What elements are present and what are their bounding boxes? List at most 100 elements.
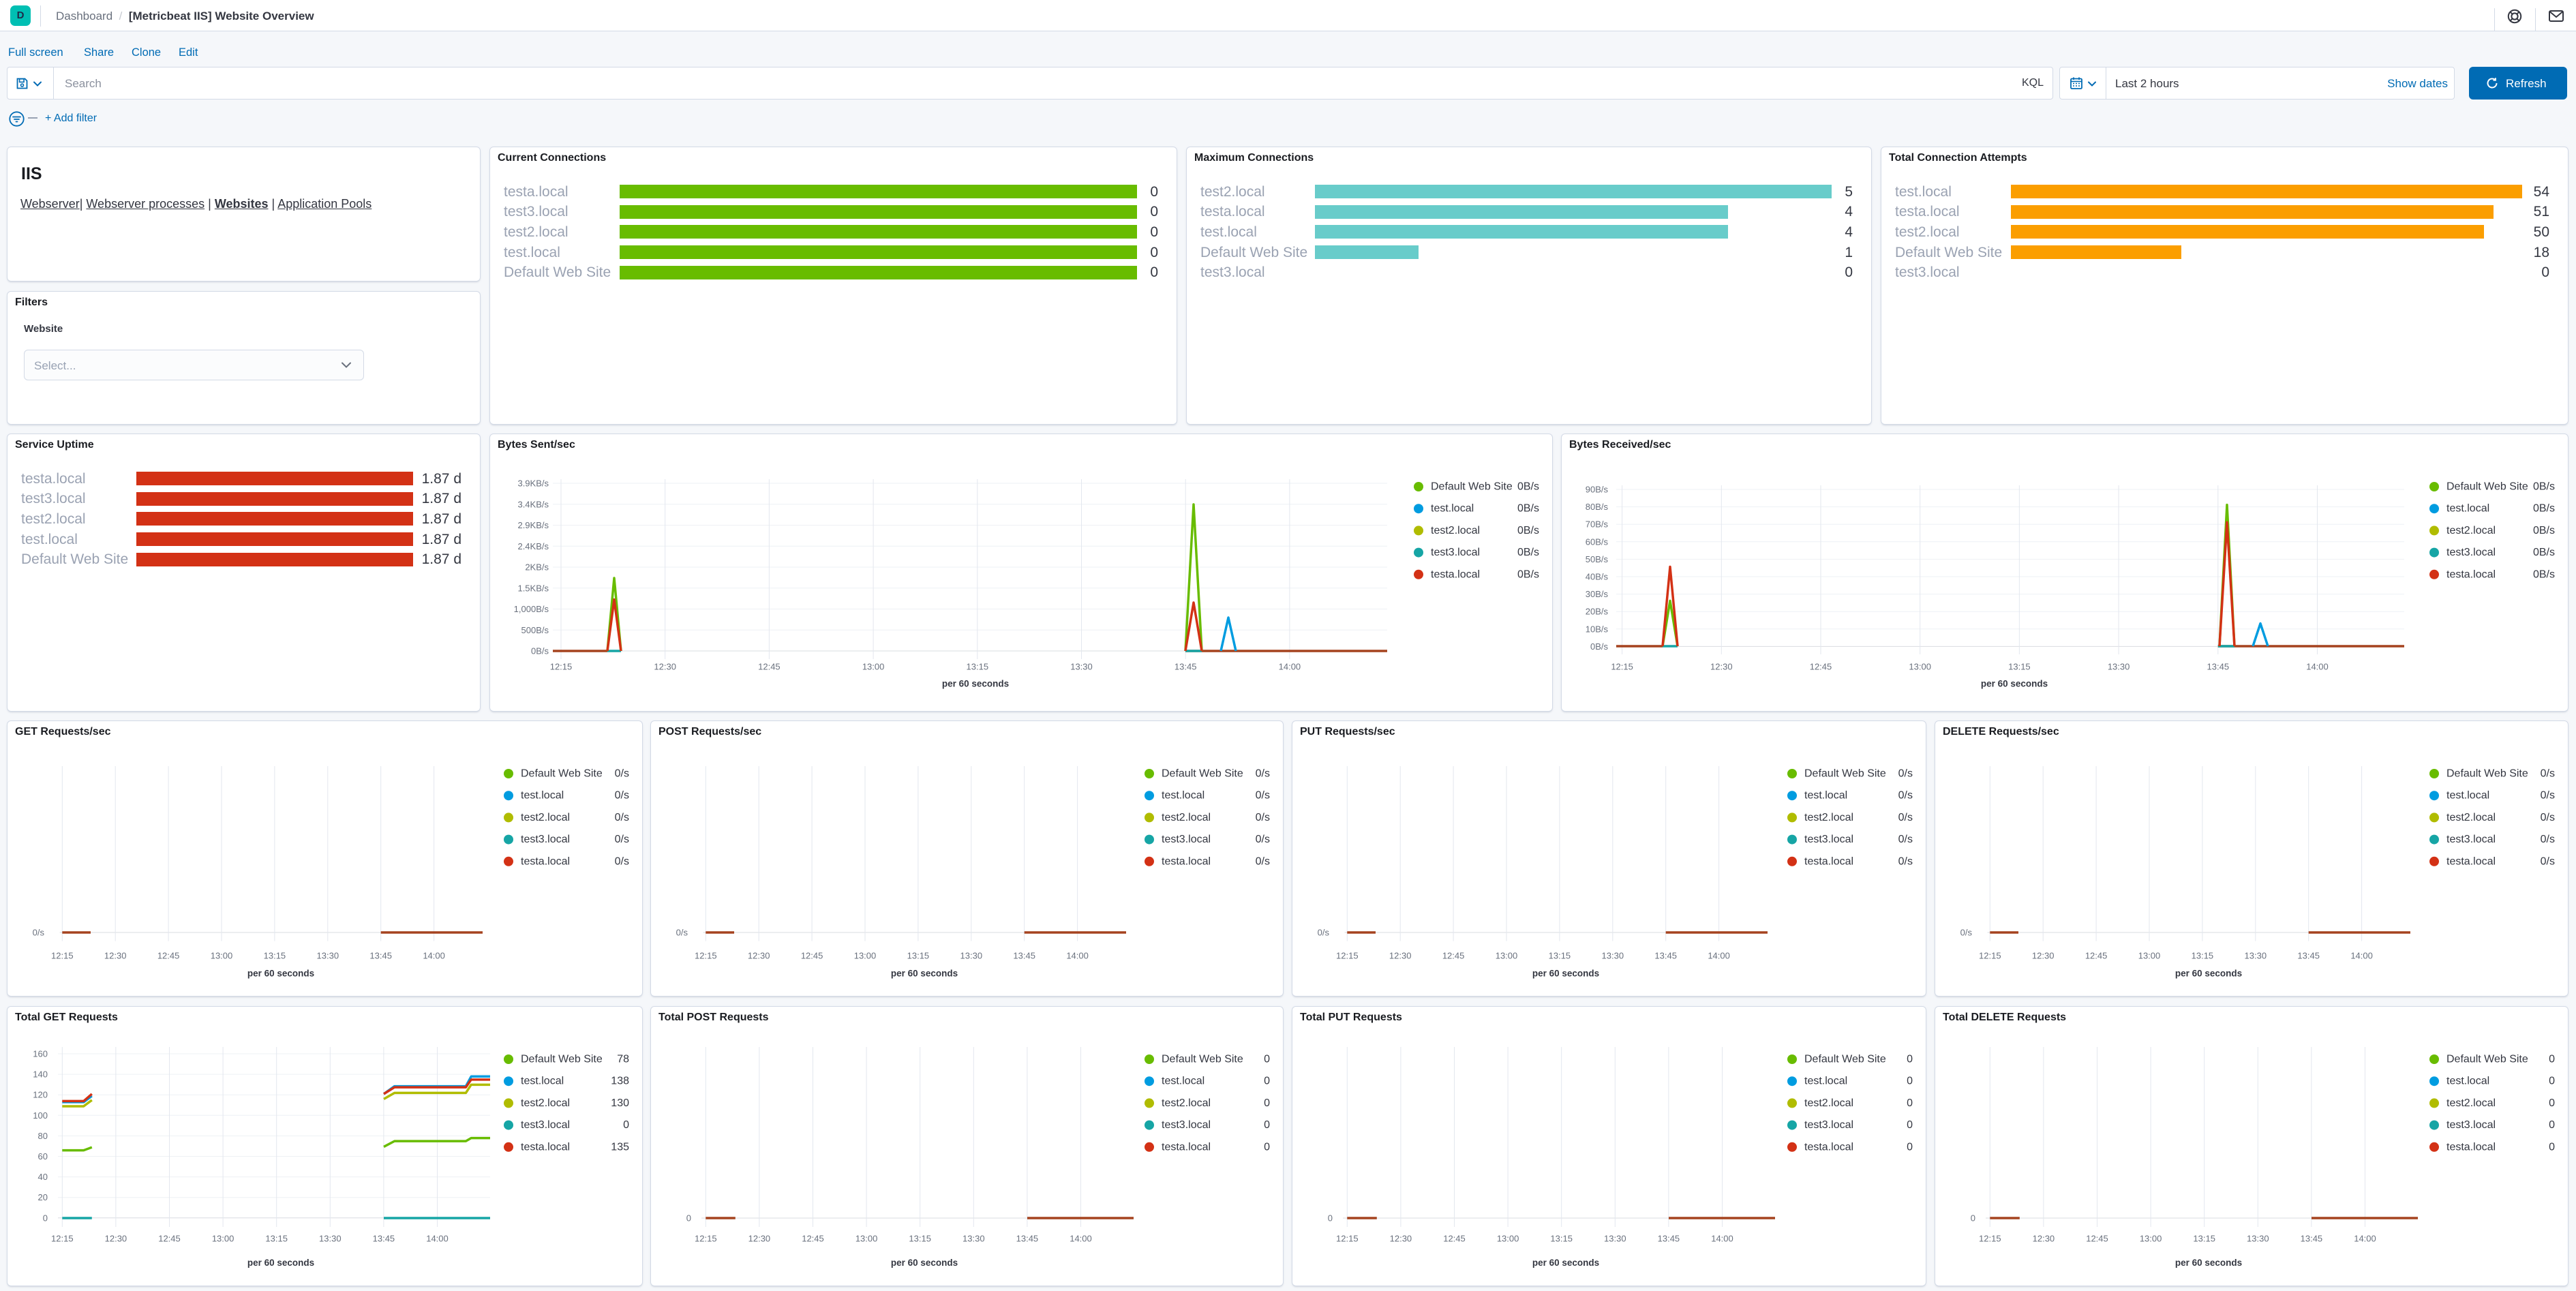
svg-text:0: 0 <box>623 1119 629 1131</box>
svg-text:3.9KB/s: 3.9KB/s <box>517 479 549 489</box>
svg-text:13:45: 13:45 <box>373 1234 395 1244</box>
svg-text:2KB/s: 2KB/s <box>525 562 549 573</box>
svg-text:testa.local: testa.local <box>521 1141 570 1153</box>
svg-text:14:00: 14:00 <box>2354 1234 2376 1244</box>
svg-text:13:30: 13:30 <box>1070 662 1093 672</box>
svg-text:12:30: 12:30 <box>654 662 676 672</box>
svg-text:12:15: 12:15 <box>1336 951 1359 961</box>
svg-text:0: 0 <box>2549 1141 2555 1153</box>
svg-text:12:30: 12:30 <box>748 951 770 961</box>
svg-text:12:15: 12:15 <box>1979 951 2001 961</box>
svg-text:130: 130 <box>611 1097 629 1109</box>
svg-text:13:00: 13:00 <box>854 951 877 961</box>
svg-text:0B/s: 0B/s <box>1517 547 1539 558</box>
svg-text:test3.local: test3.local <box>1804 834 1853 845</box>
svg-text:12:45: 12:45 <box>158 1234 181 1244</box>
svg-text:0/s: 0/s <box>1898 768 1913 780</box>
svg-text:per 60 seconds: per 60 seconds <box>2175 1258 2242 1268</box>
svg-text:test3.local: test3.local <box>2446 834 2496 845</box>
svg-text:13:45: 13:45 <box>1654 951 1677 961</box>
svg-text:test3.local: test3.local <box>1162 834 1211 845</box>
svg-text:14:00: 14:00 <box>2306 662 2329 672</box>
svg-text:testa.local: testa.local <box>1804 855 1853 867</box>
svg-text:13:00: 13:00 <box>1496 951 1518 961</box>
svg-text:test.local: test.local <box>2446 1076 2489 1087</box>
svg-text:12:45: 12:45 <box>1810 662 1832 672</box>
svg-text:0: 0 <box>1264 1097 1270 1109</box>
svg-text:0: 0 <box>1328 1213 1333 1224</box>
svg-text:per 60 seconds: per 60 seconds <box>1532 1258 1599 1268</box>
svg-text:12:45: 12:45 <box>2085 951 2108 961</box>
svg-text:0B/s: 0B/s <box>1517 525 1539 536</box>
svg-text:0/s: 0/s <box>1256 768 1270 780</box>
svg-text:13:15: 13:15 <box>2193 1234 2215 1244</box>
svg-text:test3.local: test3.local <box>2446 547 2496 558</box>
svg-text:13:00: 13:00 <box>855 1234 878 1244</box>
svg-text:0: 0 <box>2549 1054 2555 1065</box>
svg-text:0: 0 <box>43 1213 48 1223</box>
svg-text:13:00: 13:00 <box>2140 1234 2162 1244</box>
svg-text:0: 0 <box>1264 1054 1270 1065</box>
svg-text:testa.local: testa.local <box>2446 1141 2496 1153</box>
svg-text:0/s: 0/s <box>1256 790 1270 802</box>
svg-text:40B/s: 40B/s <box>1586 572 1609 582</box>
svg-text:120: 120 <box>33 1090 48 1100</box>
svg-text:testa.local: testa.local <box>1162 855 1211 867</box>
svg-text:3.4KB/s: 3.4KB/s <box>517 499 549 509</box>
svg-text:0: 0 <box>1264 1076 1270 1087</box>
svg-text:14:00: 14:00 <box>1070 1234 1092 1244</box>
svg-text:Default Web Site: Default Web Site <box>2446 481 2528 493</box>
svg-text:12:30: 12:30 <box>1389 951 1412 961</box>
svg-text:0B/s: 0B/s <box>2533 547 2555 558</box>
svg-text:2.4KB/s: 2.4KB/s <box>517 541 549 551</box>
svg-text:138: 138 <box>611 1076 629 1087</box>
svg-text:13:15: 13:15 <box>909 1234 931 1244</box>
svg-text:80: 80 <box>38 1131 48 1141</box>
svg-text:0: 0 <box>2549 1097 2555 1109</box>
svg-text:12:15: 12:15 <box>1979 1234 2001 1244</box>
svg-text:12:30: 12:30 <box>748 1234 771 1244</box>
svg-text:12:45: 12:45 <box>802 1234 824 1244</box>
svg-text:40: 40 <box>38 1172 48 1182</box>
svg-text:12:15: 12:15 <box>695 1234 717 1244</box>
svg-text:0/s: 0/s <box>33 928 45 938</box>
svg-text:60: 60 <box>38 1151 48 1161</box>
svg-text:1.5KB/s: 1.5KB/s <box>517 583 549 593</box>
svg-text:13:45: 13:45 <box>1175 662 1197 672</box>
svg-text:13:30: 13:30 <box>2245 951 2267 961</box>
svg-text:13:30: 13:30 <box>963 1234 985 1244</box>
svg-text:test2.local: test2.local <box>2446 1097 2496 1109</box>
svg-text:per 60 seconds: per 60 seconds <box>891 969 958 979</box>
svg-text:90B/s: 90B/s <box>1586 485 1609 495</box>
svg-text:13:30: 13:30 <box>317 951 339 961</box>
svg-text:test2.local: test2.local <box>1804 812 1853 823</box>
svg-text:0B/s: 0B/s <box>2533 481 2555 493</box>
svg-text:0: 0 <box>2549 1119 2555 1131</box>
svg-text:test2.local: test2.local <box>1162 812 1211 823</box>
svg-text:60B/s: 60B/s <box>1586 536 1609 547</box>
svg-text:Default Web Site: Default Web Site <box>1162 1054 1243 1065</box>
svg-text:13:30: 13:30 <box>1604 1234 1626 1244</box>
svg-text:test3.local: test3.local <box>1804 1119 1853 1131</box>
svg-text:0B/s: 0B/s <box>1517 503 1539 515</box>
svg-text:test.local: test.local <box>1431 503 1474 515</box>
svg-text:0: 0 <box>1264 1119 1270 1131</box>
svg-text:0/s: 0/s <box>1898 812 1913 823</box>
svg-text:100: 100 <box>33 1110 48 1121</box>
svg-text:13:15: 13:15 <box>1549 951 1571 961</box>
svg-text:test2.local: test2.local <box>2446 525 2496 536</box>
svg-text:0/s: 0/s <box>1898 834 1913 845</box>
svg-text:0/s: 0/s <box>2541 790 2555 802</box>
svg-text:0: 0 <box>1907 1119 1913 1131</box>
svg-text:per 60 seconds: per 60 seconds <box>1532 969 1599 979</box>
svg-text:13:45: 13:45 <box>369 951 392 961</box>
svg-text:0/s: 0/s <box>1318 928 1330 938</box>
svg-text:14:00: 14:00 <box>1711 1234 1733 1244</box>
svg-text:13:30: 13:30 <box>2247 1234 2269 1244</box>
svg-text:test.local: test.local <box>1804 1076 1847 1087</box>
svg-text:Default Web Site: Default Web Site <box>2446 768 2528 780</box>
svg-text:testa.local: testa.local <box>1804 1141 1853 1153</box>
svg-text:test2.local: test2.local <box>2446 812 2496 823</box>
svg-text:13:45: 13:45 <box>1016 1234 1039 1244</box>
svg-text:12:15: 12:15 <box>51 1234 74 1244</box>
